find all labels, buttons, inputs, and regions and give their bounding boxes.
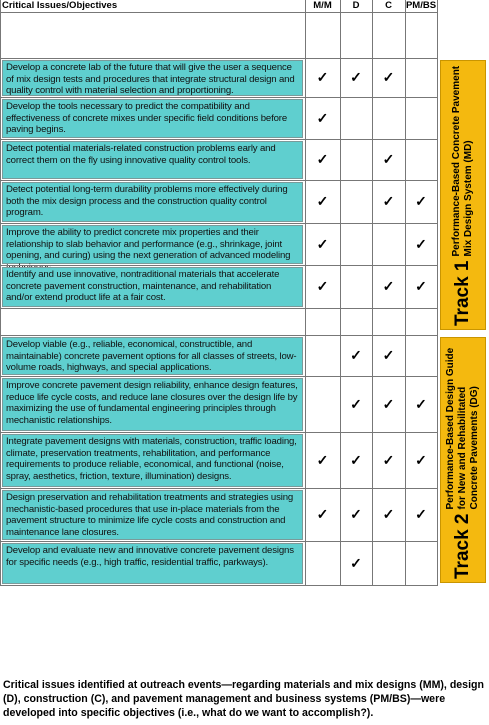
caption: Critical issues identified at outreach e… bbox=[3, 679, 484, 719]
check-mark: ✓ bbox=[415, 506, 427, 522]
track-label-group: Track 1 Performance-Based Concrete Paveme… bbox=[451, 64, 475, 326]
objective-text: Design preservation and rehabilitation t… bbox=[2, 490, 303, 540]
grid-line bbox=[340, 0, 341, 586]
grid-line bbox=[0, 308, 437, 309]
objective-text: Identify and use innovative, nontraditio… bbox=[2, 267, 303, 307]
grid-line bbox=[0, 0, 1, 586]
check-mark: ✓ bbox=[382, 193, 395, 209]
check-mark: ✓ bbox=[415, 452, 427, 468]
grid-line bbox=[437, 0, 438, 586]
check-mark: ✓ bbox=[382, 151, 395, 167]
check-mark: ✓ bbox=[316, 236, 329, 252]
check-mark: ✓ bbox=[350, 69, 362, 85]
grid-line bbox=[0, 585, 437, 586]
check-mark: ✓ bbox=[382, 396, 395, 412]
objective-text: Integrate pavement designs with material… bbox=[2, 434, 303, 487]
grid-line bbox=[0, 376, 437, 377]
track-label-group: Track 2 Performance-Based Design Guide fo… bbox=[445, 341, 481, 579]
grid-line bbox=[0, 488, 437, 489]
check-mark: ✓ bbox=[350, 452, 362, 468]
objective-text: Develop the tools necessary to predict t… bbox=[2, 99, 303, 138]
grid-line bbox=[0, 12, 437, 13]
check-mark: ✓ bbox=[415, 236, 427, 252]
grid-line bbox=[0, 335, 437, 336]
track-label: Track 1 bbox=[452, 260, 473, 327]
check-mark: ✓ bbox=[382, 278, 395, 294]
grid-line bbox=[0, 58, 437, 59]
grid-line bbox=[405, 0, 406, 586]
grid-line bbox=[0, 265, 437, 266]
check-mark: ✓ bbox=[350, 555, 362, 571]
objective-text: Develop a concrete lab of the future tha… bbox=[2, 60, 303, 96]
check-mark: ✓ bbox=[415, 193, 427, 209]
grid-line bbox=[0, 180, 437, 181]
check-mark: ✓ bbox=[316, 506, 329, 522]
check-mark: ✓ bbox=[415, 396, 427, 412]
header-cell: Critical Issues/Objectives bbox=[2, 0, 118, 11]
objective-text: Improve concrete pavement design reliabi… bbox=[2, 378, 303, 431]
objective-text: Improve the ability to predict concrete … bbox=[2, 225, 303, 273]
grid-line bbox=[0, 432, 437, 433]
check-mark: ✓ bbox=[350, 347, 362, 363]
check-mark: ✓ bbox=[316, 193, 329, 209]
grid-line bbox=[305, 0, 306, 586]
grid-line bbox=[0, 97, 437, 98]
header-cell: D bbox=[352, 0, 360, 11]
check-mark: ✓ bbox=[382, 347, 395, 363]
track-box: Track 2 Performance-Based Design Guide fo… bbox=[440, 337, 486, 583]
check-mark: ✓ bbox=[382, 506, 395, 522]
track-title: Performance-Based Concrete Pavement Mix … bbox=[451, 65, 474, 257]
check-mark: ✓ bbox=[316, 452, 329, 468]
check-mark: ✓ bbox=[316, 151, 329, 167]
check-mark: ✓ bbox=[415, 278, 427, 294]
header-cell: M/M bbox=[313, 0, 332, 11]
header-cell: C bbox=[385, 0, 392, 11]
objective-text: Detect potential materials-related const… bbox=[2, 141, 303, 179]
track-title: Performance-Based Design Guide for New a… bbox=[445, 347, 480, 510]
check-mark: ✓ bbox=[382, 69, 395, 85]
check-mark: ✓ bbox=[316, 69, 329, 85]
track-label: Track 2 bbox=[452, 513, 473, 580]
check-mark: ✓ bbox=[316, 110, 329, 126]
grid-line bbox=[372, 0, 373, 586]
grid-line bbox=[0, 541, 437, 542]
grid-line bbox=[0, 223, 437, 224]
objective-text: Develop and evaluate new and innovative … bbox=[2, 543, 303, 584]
check-mark: ✓ bbox=[316, 278, 329, 294]
check-mark: ✓ bbox=[382, 452, 395, 468]
header-cell: PM/BS bbox=[405, 0, 437, 11]
check-mark: ✓ bbox=[350, 396, 362, 412]
objective-text: Detect potential long-term durability pr… bbox=[2, 182, 303, 222]
objective-text: Develop viable (e.g., reliable, economic… bbox=[2, 337, 303, 375]
track-box: Track 1 Performance-Based Concrete Paveme… bbox=[440, 60, 486, 330]
grid-line bbox=[0, 139, 437, 140]
check-mark: ✓ bbox=[350, 506, 362, 522]
